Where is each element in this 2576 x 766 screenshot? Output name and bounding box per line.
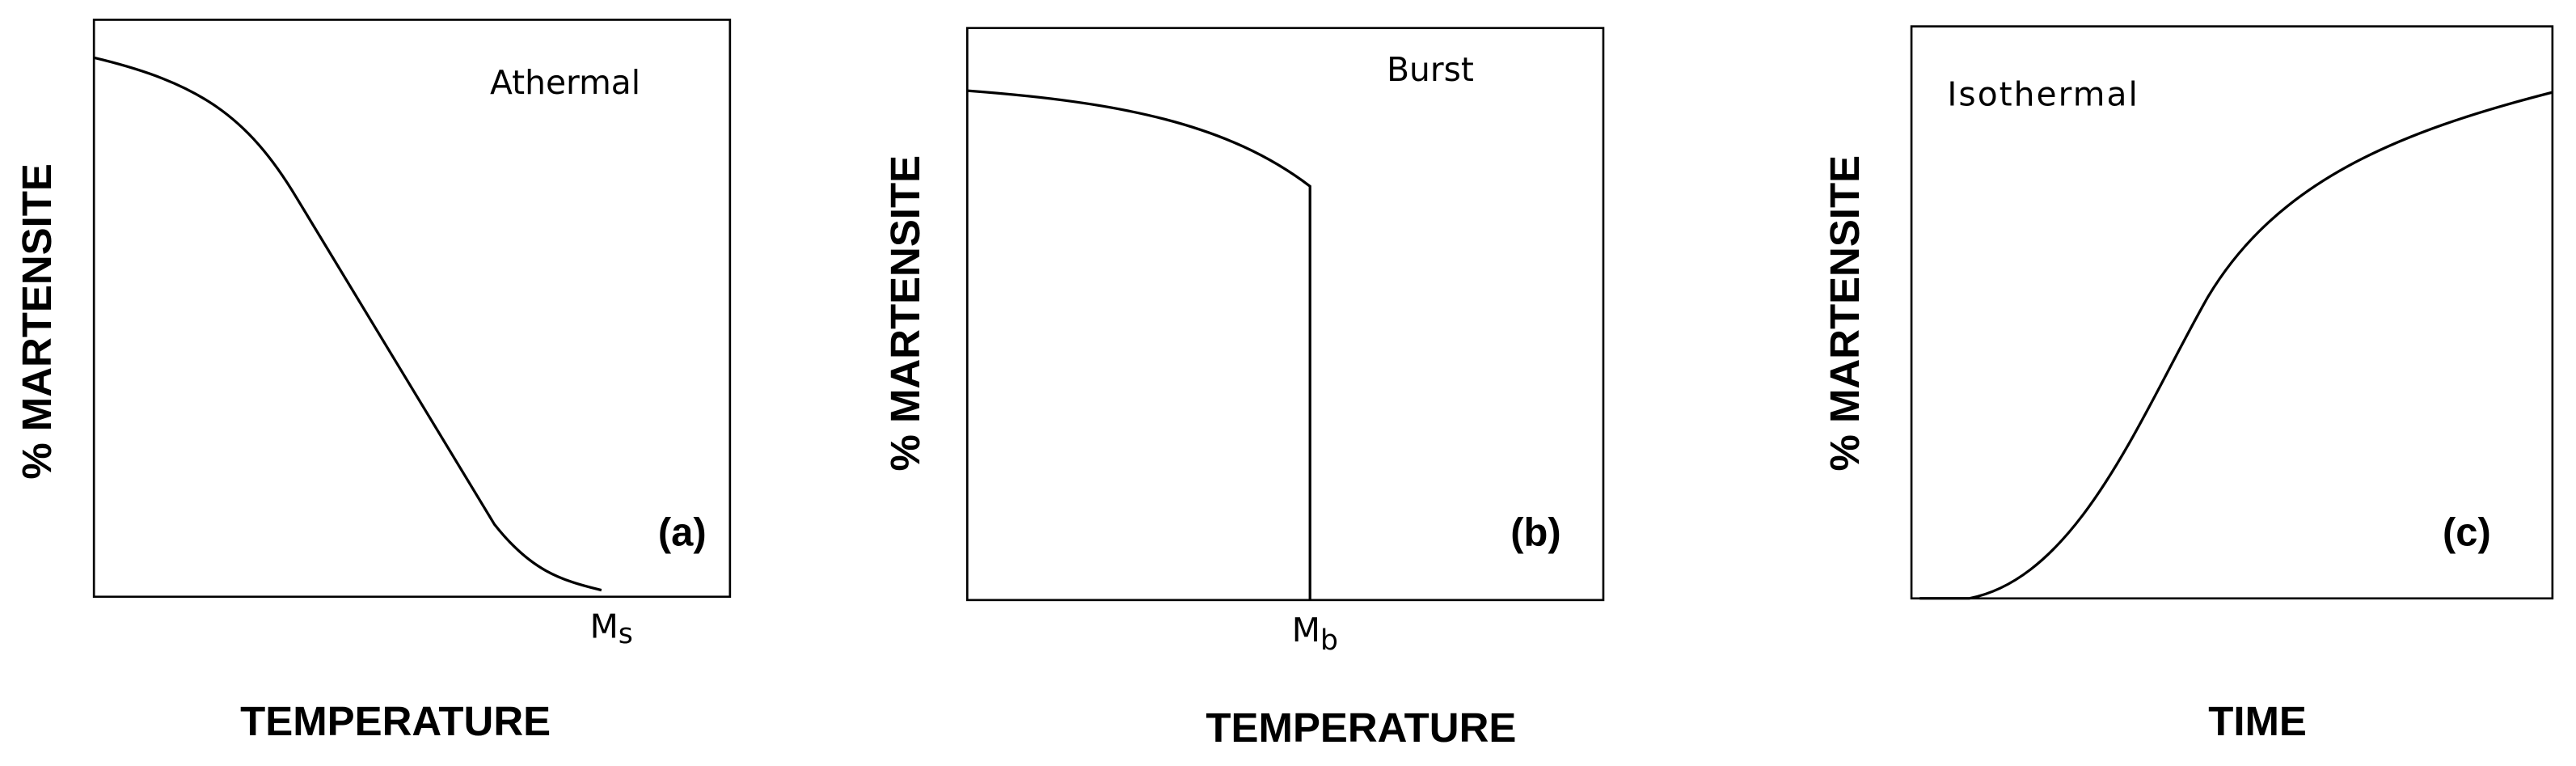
panel-tag: (b) [1510, 511, 1560, 555]
marker-sub: s [619, 618, 633, 650]
plot-frame [92, 19, 732, 599]
y-axis-label: % MARTENSITE [882, 155, 928, 472]
plot-frame [965, 27, 1605, 602]
annotation: Burst [1387, 50, 1474, 89]
annotation: Athermal [490, 63, 640, 102]
marker: Mb [1292, 611, 1338, 657]
curve [967, 89, 1311, 600]
marker: Ms [590, 607, 633, 650]
figure-content: Athermal (a) Ms % MARTENSITE TEMPERATURE… [14, 19, 2554, 751]
marker-main: M [590, 607, 619, 646]
panel-tag: (c) [2443, 511, 2491, 555]
marker-main: M [1292, 611, 1320, 650]
x-axis-label: TEMPERATURE [1206, 705, 1516, 751]
annotation: Isothermal [1947, 74, 2139, 113]
y-axis-label: % MARTENSITE [1822, 155, 1868, 472]
curve [1919, 91, 2553, 600]
x-axis-label: TIME [2208, 698, 2307, 744]
panel-c: Isothermal (c) % MARTENSITE TIME [1822, 25, 2554, 744]
curve [93, 56, 602, 592]
x-axis-label: TEMPERATURE [240, 698, 551, 744]
panel-b: Burst (b) Mb % MARTENSITE TEMPERATURE [882, 27, 1605, 751]
plot-frame [1910, 25, 2554, 600]
panel-tag: (a) [658, 511, 707, 555]
panel-a: Athermal (a) Ms % MARTENSITE TEMPERATURE [14, 19, 732, 744]
y-axis-label: % MARTENSITE [14, 163, 60, 480]
marker-sub: b [1320, 624, 1338, 657]
